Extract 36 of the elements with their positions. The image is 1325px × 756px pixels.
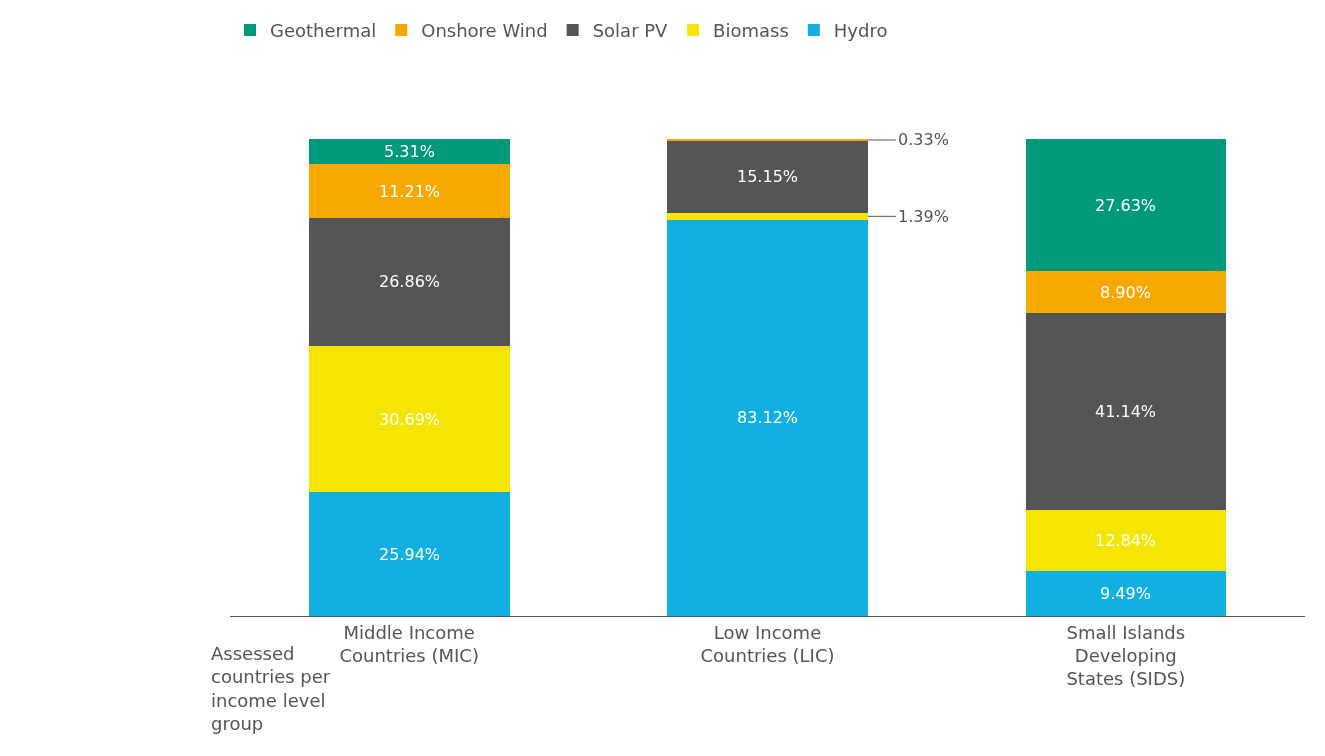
bar [308,139,510,165]
legend-label: Geothermal [270,19,377,41]
bar [1025,570,1227,616]
data-label: 5.31% [384,142,435,161]
data-label: 26.86% [379,272,441,291]
bar [1025,509,1227,571]
data-label: 41.14% [1095,402,1157,421]
data-label: 1.39% [898,207,949,226]
data-label: 11.21% [379,182,441,201]
text: Assessed countries per income level group [211,643,331,735]
bar [308,345,510,493]
data-label: 12.84% [1095,531,1157,550]
bar [308,217,510,346]
legend-label: Biomass [713,19,789,41]
data-label: 0.33% [898,130,949,149]
data-label: 27.63% [1095,196,1157,215]
data-label: 83.12% [737,408,799,427]
bar [667,140,868,214]
bar [1025,139,1227,271]
data-label: 9.49% [1100,584,1151,603]
data-label: 25.94% [379,545,441,564]
legend-label: Onshore Wind [421,19,548,41]
bar [667,213,868,220]
bar [308,492,510,616]
data-label: 30.69% [379,410,441,429]
bar [1025,313,1227,510]
bar [667,219,868,616]
legend-label: Solar PV [592,19,669,41]
x-tick-label: Low Income Countries (LIC) [700,621,835,666]
bar [1025,270,1227,314]
bar [308,164,510,218]
data-label: 15.15% [737,167,799,186]
legend-label: Hydro [833,19,888,41]
x-tick-label: Middle Income Countries (MIC) [339,621,479,666]
x-tick-label: Small Islands Developing States (SIDS) [1066,621,1186,690]
data-label: 8.90% [1100,283,1151,302]
